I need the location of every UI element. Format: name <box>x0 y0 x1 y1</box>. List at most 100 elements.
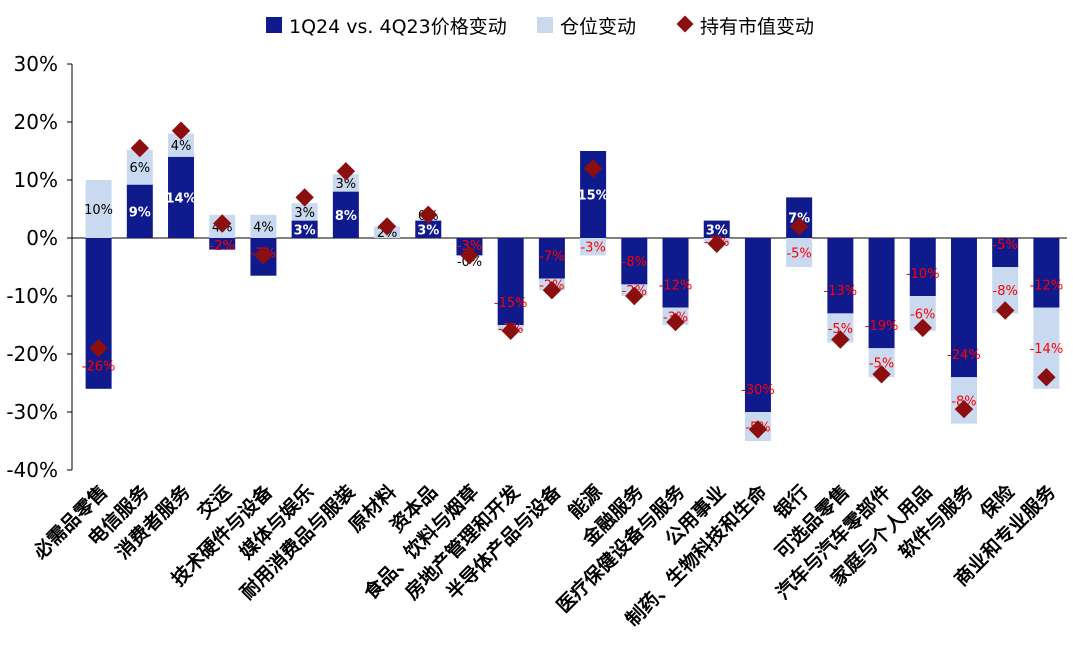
value-marker <box>625 286 644 306</box>
price-label: 3% <box>294 223 316 238</box>
price-bar <box>85 238 112 389</box>
position-bar <box>250 214 277 238</box>
price-bar <box>415 220 442 238</box>
value-marker <box>831 330 850 349</box>
value-marker <box>872 365 891 384</box>
price-bar <box>332 191 359 238</box>
value-marker <box>419 205 438 224</box>
value-marker <box>213 214 232 233</box>
value-marker <box>171 121 191 140</box>
legend-marker-value <box>676 15 694 33</box>
position-label: 6% <box>130 161 151 176</box>
value-marker <box>789 217 809 236</box>
price-label: -8% <box>622 255 647 270</box>
legend-label-position: 仓位变动 <box>560 16 636 38</box>
price-bar <box>992 238 1019 267</box>
position-label: -6% <box>910 307 935 322</box>
value-marker <box>666 312 685 332</box>
legend-swatch-price <box>266 17 282 33</box>
category-labels: 必需品零售电信服务消费者服务交运技术硬件与设备媒体与娱乐耐用消费品与服装原材料资… <box>28 480 1061 631</box>
price-label: -30% <box>741 383 775 398</box>
value-marker <box>748 420 768 439</box>
y-tick-label: 0% <box>26 226 58 250</box>
legend-label-value: 持有市值变动 <box>700 16 814 38</box>
position-label: -5% <box>786 247 811 262</box>
price-bar <box>744 238 771 412</box>
position-bar <box>580 238 607 256</box>
position-label: -3% <box>580 241 605 256</box>
y-tick-label: 20% <box>14 110 58 134</box>
position-label: -5% <box>828 322 853 337</box>
price-bar <box>703 220 730 238</box>
y-tick-label: -30% <box>6 400 58 424</box>
value-marker <box>254 246 273 265</box>
value-marker <box>913 318 932 338</box>
y-tick-label: -10% <box>6 284 58 308</box>
position-label: -5% <box>869 357 894 372</box>
price-bar <box>621 238 648 285</box>
price-bar <box>291 220 318 238</box>
price-label: -12% <box>659 278 693 293</box>
position-bar <box>332 174 359 192</box>
price-label: -10% <box>906 267 940 282</box>
value-marker <box>1037 368 1056 387</box>
value-marker <box>501 321 520 340</box>
position-label: 4% <box>253 220 274 235</box>
y-axis: 30% 20% 10% 0% -10% -20% -30% -40% <box>6 52 1067 482</box>
price-bar <box>868 238 895 349</box>
price-label: 8% <box>335 209 357 224</box>
price-label: -2% <box>210 239 235 254</box>
y-tick-label: 30% <box>14 52 58 76</box>
value-marker <box>89 339 108 358</box>
value-marker <box>583 159 603 178</box>
position-label: -14% <box>1030 342 1064 357</box>
price-bar <box>827 238 854 314</box>
value-marker <box>377 217 397 236</box>
price-bar <box>168 156 195 238</box>
price-label: -15% <box>494 296 528 311</box>
price-bar <box>909 238 936 296</box>
price-label: 9% <box>129 205 151 220</box>
value-marker <box>995 301 1015 320</box>
position-bar <box>786 238 813 267</box>
price-label: 3% <box>706 223 728 238</box>
position-label: 10% <box>84 203 113 218</box>
price-label: -7% <box>539 249 564 264</box>
position-label: 4% <box>171 139 192 154</box>
y-tick-label: 10% <box>14 168 58 192</box>
price-bar <box>209 238 236 250</box>
price-label: -12% <box>1030 278 1064 293</box>
price-label: 14% <box>165 191 196 206</box>
y-tick-label: -40% <box>6 458 58 482</box>
position-bar <box>85 180 112 238</box>
bars <box>85 133 1060 441</box>
legend-swatch-position <box>537 17 553 33</box>
legend: 1Q24 vs. 4Q23价格变动 仓位变动 持有市值变动 <box>266 15 814 38</box>
position-bar <box>168 133 195 157</box>
value-marker <box>130 138 150 158</box>
price-bar <box>126 184 153 238</box>
price-label: -5% <box>993 238 1018 253</box>
price-label: -26% <box>82 360 116 375</box>
position-bar <box>291 203 318 221</box>
price-bar <box>497 238 524 325</box>
value-marker <box>542 281 562 300</box>
value-marker <box>336 162 356 181</box>
position-label: 3% <box>294 206 315 221</box>
value-marker <box>954 399 974 419</box>
price-label: -19% <box>865 319 899 334</box>
price-bar <box>1033 238 1060 308</box>
price-label: -13% <box>824 284 858 299</box>
price-label: -24% <box>947 348 981 363</box>
price-bar <box>662 238 689 308</box>
position-label: 3% <box>336 177 357 192</box>
price-label: 15% <box>578 189 609 204</box>
price-bar <box>538 238 565 279</box>
position-label: -8% <box>993 284 1018 299</box>
value-markers <box>89 121 1056 439</box>
price-label: 3% <box>417 223 439 238</box>
price-bar <box>950 238 977 378</box>
value-marker <box>707 234 726 253</box>
y-tick-label: -20% <box>6 342 58 366</box>
